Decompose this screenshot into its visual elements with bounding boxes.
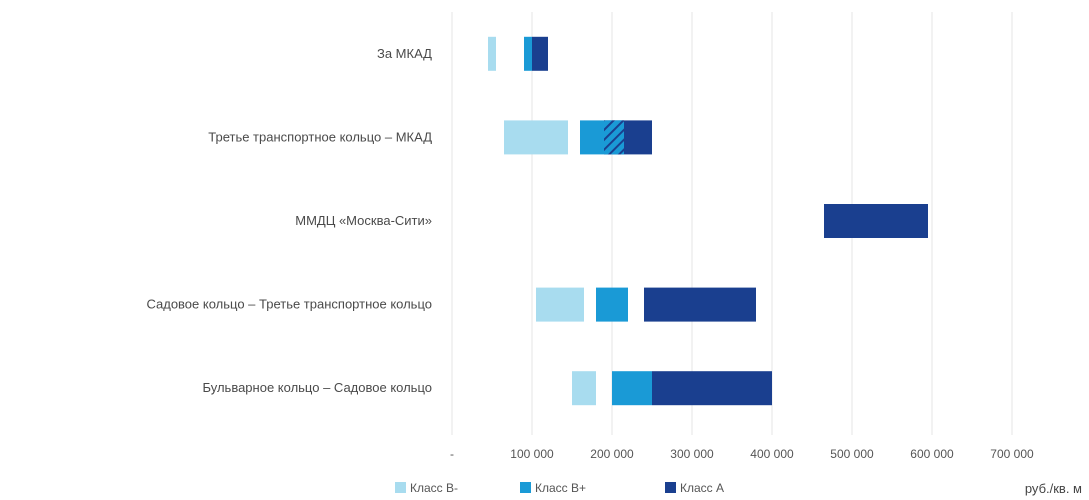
category-label: Бульварное кольцо – Садовое кольцо <box>203 380 433 395</box>
x-tick-label: 200 000 <box>590 447 634 461</box>
bar-segment <box>596 287 628 322</box>
bar-segment <box>824 204 928 238</box>
bar-segment <box>532 36 548 71</box>
bar-segment <box>524 36 532 71</box>
x-tick-label: 700 000 <box>990 447 1034 461</box>
x-axis-ticks: - 100 000 200 000 300 000 400 000 500 000 600 … <box>450 447 1034 461</box>
bar-segment <box>644 287 756 322</box>
x-tick-label: 300 000 <box>670 447 714 461</box>
category-label: За МКАД <box>377 46 432 61</box>
legend-label: Класс B- <box>410 481 458 495</box>
bar-segment <box>612 371 652 406</box>
legend-swatch <box>665 482 676 493</box>
bar-segment <box>536 287 584 322</box>
x-tick-label: - <box>450 447 454 461</box>
legend-label: Класс B+ <box>535 481 586 495</box>
category-labels: За МКАД Третье транспортное кольцо – МКАД… <box>146 46 432 395</box>
x-tick-label: 100 000 <box>510 447 554 461</box>
category-label: Третье транспортное кольцо – МКАД <box>208 129 432 144</box>
x-tick-label: 600 000 <box>910 447 954 461</box>
bar-overlap-hatched <box>604 120 624 155</box>
legend: Класс B- Класс B+ Класс A <box>395 481 724 495</box>
x-tick-label: 400 000 <box>750 447 794 461</box>
legend-label: Класс A <box>680 481 724 495</box>
unit-label: руб./кв. м <box>1025 481 1082 496</box>
bar-segment <box>572 371 596 406</box>
bars <box>488 36 928 406</box>
category-label: ММДЦ «Москва-Сити» <box>295 213 432 228</box>
x-tick-label: 500 000 <box>830 447 874 461</box>
bar-segment <box>488 36 496 71</box>
bar-segment <box>652 371 772 406</box>
category-label: Садовое кольцо – Третье транспортное кол… <box>146 297 432 312</box>
legend-swatch <box>520 482 531 493</box>
bar-segment <box>504 120 568 155</box>
legend-swatch <box>395 482 406 493</box>
